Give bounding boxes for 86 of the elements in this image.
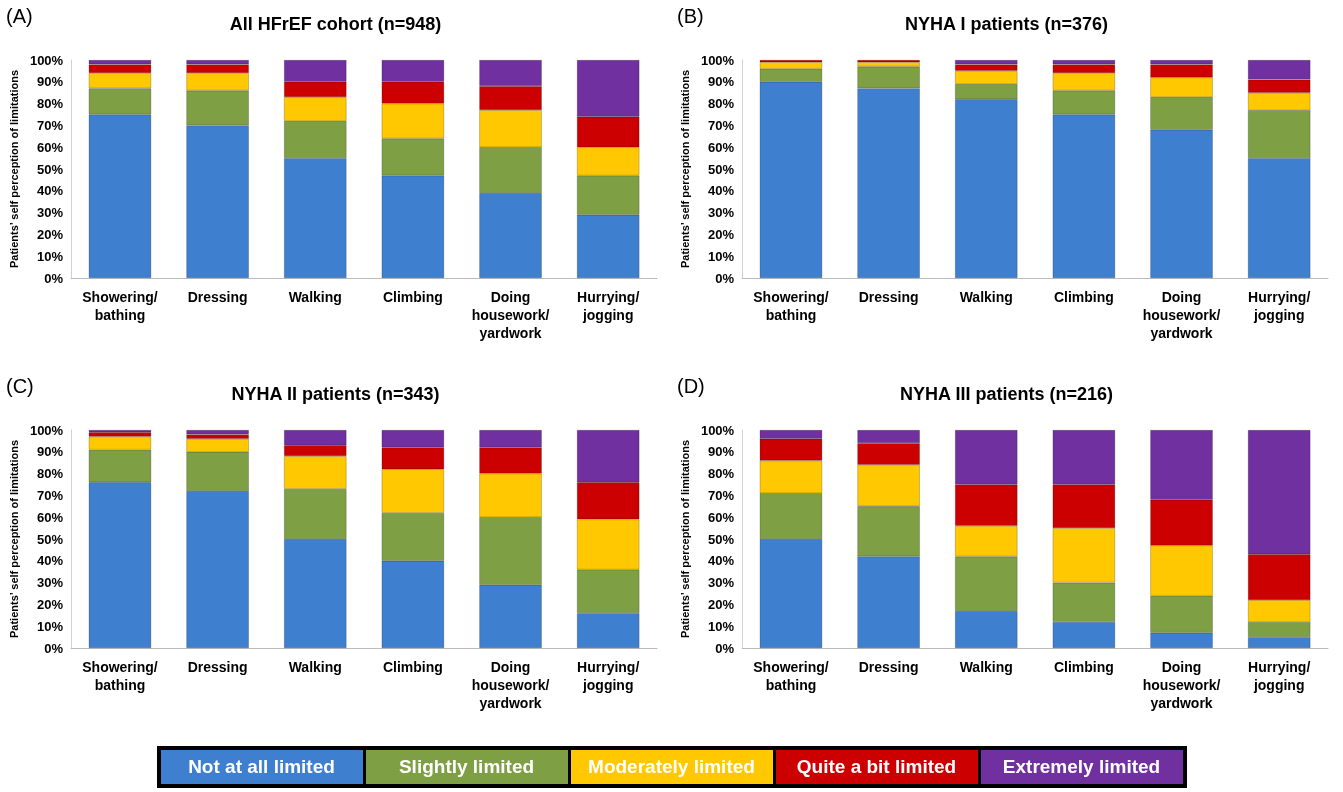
x-tick-label: Hurrying/ jogging bbox=[577, 659, 640, 693]
y-tick-label: 40% bbox=[708, 183, 735, 199]
x-tick-label: Dressing bbox=[187, 289, 248, 305]
x-tick-label: Dressing bbox=[187, 659, 248, 675]
y-tick-label: 30% bbox=[708, 575, 735, 591]
x-tick-label: Doing housework/ yardwork bbox=[1142, 659, 1221, 711]
y-tick-label: 40% bbox=[708, 553, 735, 569]
y-tick-label: 10% bbox=[708, 618, 735, 634]
y-tick-label: 90% bbox=[708, 444, 735, 460]
y-axis-title: Patients’ self perception of limitations bbox=[7, 439, 20, 639]
y-tick-label: 40% bbox=[37, 183, 64, 199]
y-tick-label: 40% bbox=[37, 553, 64, 569]
y-tick-label: 10% bbox=[708, 248, 735, 264]
y-tick-label: 10% bbox=[37, 618, 64, 634]
text: (D) bbox=[677, 375, 705, 397]
text: (A) bbox=[6, 5, 33, 27]
y-tick-label: 10% bbox=[37, 248, 64, 264]
x-tick-label: Dressing bbox=[858, 659, 919, 675]
y-tick-label: 70% bbox=[708, 487, 735, 503]
y-tick-label: 90% bbox=[708, 74, 735, 90]
x-tick-label: Showering/ bathing bbox=[753, 289, 829, 323]
x-tick-label: Hurrying/ jogging bbox=[577, 289, 640, 323]
y-tick-label: 70% bbox=[708, 117, 735, 133]
x-tick-label: Hurrying/ jogging bbox=[1248, 659, 1311, 693]
y-tick-label: 60% bbox=[37, 509, 64, 525]
chart-title: All HFrEF cohort (n=948) bbox=[229, 14, 442, 34]
y-axis-title: Patients’ self perception of limitations bbox=[678, 69, 691, 269]
y-tick-label: 100% bbox=[700, 52, 735, 68]
x-tick-label: Dressing bbox=[858, 289, 919, 305]
y-tick-label: 0% bbox=[44, 270, 64, 286]
y-tick-label: 0% bbox=[715, 270, 735, 286]
chart-title: NYHA I patients (n=376) bbox=[905, 14, 1108, 34]
x-tick-label: Climbing bbox=[382, 289, 443, 305]
y-tick-label: 20% bbox=[708, 226, 735, 242]
x-tick-label: Doing housework/ yardwork bbox=[471, 659, 550, 711]
legend-label: Extremely limited bbox=[977, 750, 1183, 784]
y-tick-label: 50% bbox=[37, 531, 64, 547]
text: (B) bbox=[677, 5, 704, 27]
y-tick-label: 60% bbox=[708, 509, 735, 525]
y-axis-title: Patients’ self perception of limitations bbox=[7, 69, 20, 269]
x-tick-label: Walking bbox=[959, 659, 1013, 675]
y-axis-title: Patients’ self perception of limitations bbox=[678, 439, 691, 639]
y-tick-label: 80% bbox=[708, 96, 735, 112]
legend-label: Moderately limited bbox=[567, 750, 773, 784]
y-tick-label: 60% bbox=[37, 139, 64, 155]
y-tick-label: 20% bbox=[37, 226, 64, 242]
x-tick-label: Hurrying/ jogging bbox=[1248, 289, 1311, 323]
x-tick-label: Climbing bbox=[382, 659, 443, 675]
y-tick-label: 100% bbox=[700, 422, 735, 438]
y-tick-label: 30% bbox=[37, 575, 64, 591]
y-tick-label: 50% bbox=[37, 161, 64, 177]
y-tick-label: 80% bbox=[37, 466, 64, 482]
x-tick-label: Doing housework/ yardwork bbox=[471, 289, 550, 341]
x-tick-label: Showering/ bathing bbox=[753, 659, 829, 693]
y-tick-label: 90% bbox=[37, 74, 64, 90]
text: Not at all limited bbox=[160, 750, 363, 784]
y-tick-label: 100% bbox=[29, 52, 64, 68]
x-tick-label: Showering/ bathing bbox=[82, 289, 158, 323]
chart-title: NYHA III patients (n=216) bbox=[900, 384, 1113, 404]
y-tick-label: 80% bbox=[37, 96, 64, 112]
y-tick-label: 20% bbox=[37, 596, 64, 612]
x-tick-label: Walking bbox=[288, 289, 342, 305]
text: (C) bbox=[6, 375, 34, 397]
x-tick-label: Walking bbox=[288, 659, 342, 675]
y-tick-label: 30% bbox=[708, 205, 735, 221]
chart-title: NYHA II patients (n=343) bbox=[231, 384, 440, 404]
x-tick-label: Climbing bbox=[1053, 289, 1114, 305]
x-tick-label: Walking bbox=[959, 289, 1013, 305]
y-tick-label: 60% bbox=[708, 139, 735, 155]
y-tick-label: 70% bbox=[37, 117, 64, 133]
bar bbox=[186, 430, 249, 435]
legend-label: Slightly limited bbox=[362, 750, 568, 784]
y-tick-label: 0% bbox=[715, 640, 735, 656]
y-tick-label: 20% bbox=[708, 596, 735, 612]
y-tick-label: 0% bbox=[44, 640, 64, 656]
x-tick-label: Showering/ bathing bbox=[82, 659, 158, 693]
y-tick-label: 70% bbox=[37, 487, 64, 503]
x-tick-label: Doing housework/ yardwork bbox=[1142, 289, 1221, 341]
y-tick-label: 90% bbox=[37, 444, 64, 460]
y-tick-label: 100% bbox=[29, 422, 64, 438]
legend-label: Quite a bit limited bbox=[772, 750, 978, 784]
y-tick-label: 80% bbox=[708, 466, 735, 482]
y-tick-label: 30% bbox=[37, 205, 64, 221]
y-tick-label: 50% bbox=[708, 161, 735, 177]
x-tick-label: Climbing bbox=[1053, 659, 1114, 675]
y-tick-label: 50% bbox=[708, 531, 735, 547]
